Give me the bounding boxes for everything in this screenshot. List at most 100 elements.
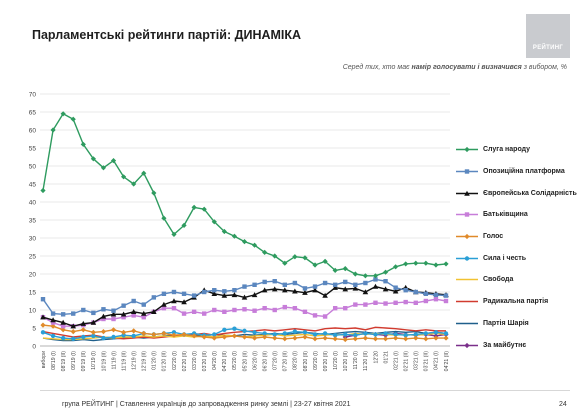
data-point xyxy=(413,289,418,295)
data-point xyxy=(464,190,470,196)
x-tick-label: 02'20 (II) xyxy=(182,351,188,372)
legend-label: Слуга народу xyxy=(483,146,531,154)
data-point xyxy=(201,334,207,340)
x-tick-label: 06'20 (II) xyxy=(262,351,268,372)
data-point xyxy=(231,233,238,239)
data-point xyxy=(181,311,187,316)
data-point xyxy=(201,206,207,212)
data-point xyxy=(393,300,398,305)
data-point xyxy=(110,311,117,317)
data-point xyxy=(222,289,227,294)
data-point xyxy=(171,298,177,304)
data-point xyxy=(191,333,197,339)
data-point xyxy=(403,261,409,267)
y-tick-label: 20 xyxy=(29,272,37,279)
data-point xyxy=(252,308,257,313)
data-point xyxy=(262,279,267,285)
data-point xyxy=(120,311,127,317)
x-tick-label: 06'20 (I) xyxy=(252,351,258,370)
data-point xyxy=(241,334,248,340)
data-point xyxy=(222,327,227,332)
x-tick-label: 09'19 (I) xyxy=(71,351,77,370)
data-point xyxy=(433,292,439,298)
data-point xyxy=(332,267,338,273)
data-point xyxy=(272,332,277,337)
x-tick-label: 08'19 (I) xyxy=(51,351,57,370)
data-point xyxy=(302,330,308,335)
data-point xyxy=(90,156,96,162)
data-point xyxy=(121,303,126,308)
x-tick-label: 12'19 (I) xyxy=(131,351,137,370)
legend-swatch xyxy=(456,341,478,350)
data-point xyxy=(302,286,308,291)
data-point xyxy=(221,292,228,298)
data-point xyxy=(383,301,388,306)
data-point xyxy=(322,292,328,298)
data-point xyxy=(271,286,278,292)
data-point xyxy=(40,297,46,302)
x-tick-label: 03'21 (I) xyxy=(414,351,420,370)
data-point xyxy=(393,285,398,290)
data-point xyxy=(282,260,288,266)
legend-item: Свобода xyxy=(456,269,581,291)
y-tick-label: 50 xyxy=(29,164,37,171)
data-point xyxy=(111,316,116,322)
data-point xyxy=(343,279,348,285)
y-tick-label: 0 xyxy=(32,344,36,351)
data-point xyxy=(302,255,308,261)
data-point xyxy=(242,328,247,334)
data-point xyxy=(282,331,287,336)
x-tick-label: 01'21 xyxy=(383,351,389,364)
data-point xyxy=(161,330,167,336)
legend-swatch xyxy=(456,319,478,328)
data-point xyxy=(101,335,106,341)
data-point xyxy=(231,333,238,339)
data-point xyxy=(312,287,318,293)
data-point xyxy=(211,291,218,296)
data-point xyxy=(121,333,126,338)
data-point xyxy=(221,334,227,340)
data-point xyxy=(403,288,408,293)
data-point xyxy=(403,333,408,338)
y-tick-label: 15 xyxy=(29,290,37,297)
data-point xyxy=(362,335,368,341)
x-tick-label: 05'20 (II) xyxy=(242,351,248,372)
data-point xyxy=(443,293,449,298)
data-point xyxy=(272,335,278,341)
data-point xyxy=(181,331,187,338)
subtitle-suffix: з вибором, % xyxy=(521,64,567,71)
y-tick-label: 25 xyxy=(29,254,37,261)
data-point xyxy=(353,302,358,307)
data-point xyxy=(40,314,46,320)
legend-swatch xyxy=(456,167,478,176)
data-point xyxy=(433,335,439,341)
data-point xyxy=(232,307,237,313)
data-point xyxy=(443,335,449,341)
data-point xyxy=(231,292,238,298)
x-tick-label: 03'20 (I) xyxy=(192,351,198,370)
data-point xyxy=(171,289,177,295)
data-point xyxy=(151,309,157,314)
data-point xyxy=(242,284,247,289)
data-point xyxy=(464,233,470,240)
data-point xyxy=(312,332,318,337)
data-point xyxy=(372,283,379,289)
data-point xyxy=(372,273,379,279)
data-point xyxy=(131,328,137,334)
data-point xyxy=(171,306,177,311)
data-point xyxy=(251,292,258,298)
data-point xyxy=(464,169,470,174)
data-point xyxy=(212,288,217,293)
data-point xyxy=(272,253,278,259)
data-point xyxy=(393,332,398,337)
data-point xyxy=(433,330,439,335)
data-point xyxy=(352,336,358,342)
data-point xyxy=(261,287,268,293)
data-point xyxy=(71,336,76,341)
data-point xyxy=(363,331,368,336)
data-point xyxy=(292,335,298,341)
data-point xyxy=(50,317,56,323)
data-point xyxy=(423,331,429,336)
x-tick-label: 02'21 (II) xyxy=(404,351,410,372)
data-point xyxy=(181,222,187,228)
